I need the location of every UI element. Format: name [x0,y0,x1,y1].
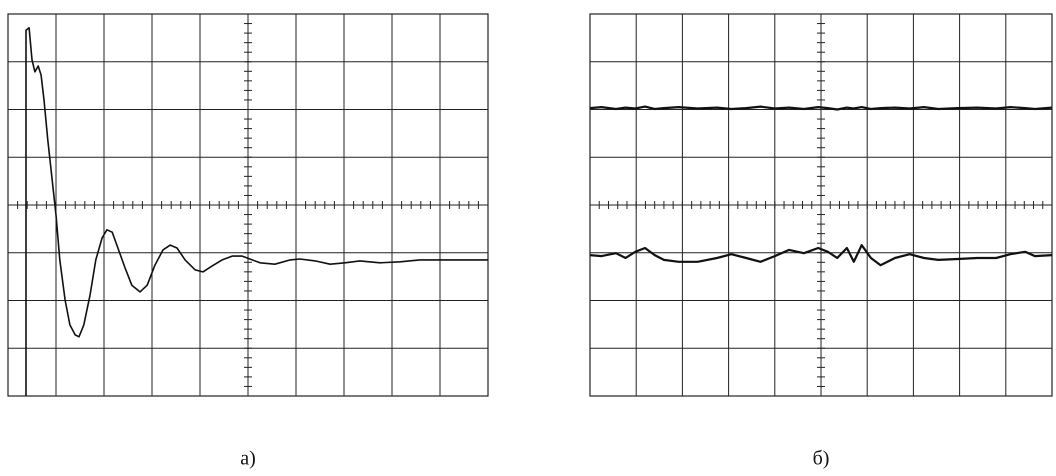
caption: а) [240,448,256,470]
oscillograms: а) б) [0,0,1056,476]
trace [26,28,488,396]
caption: б) [813,448,830,470]
